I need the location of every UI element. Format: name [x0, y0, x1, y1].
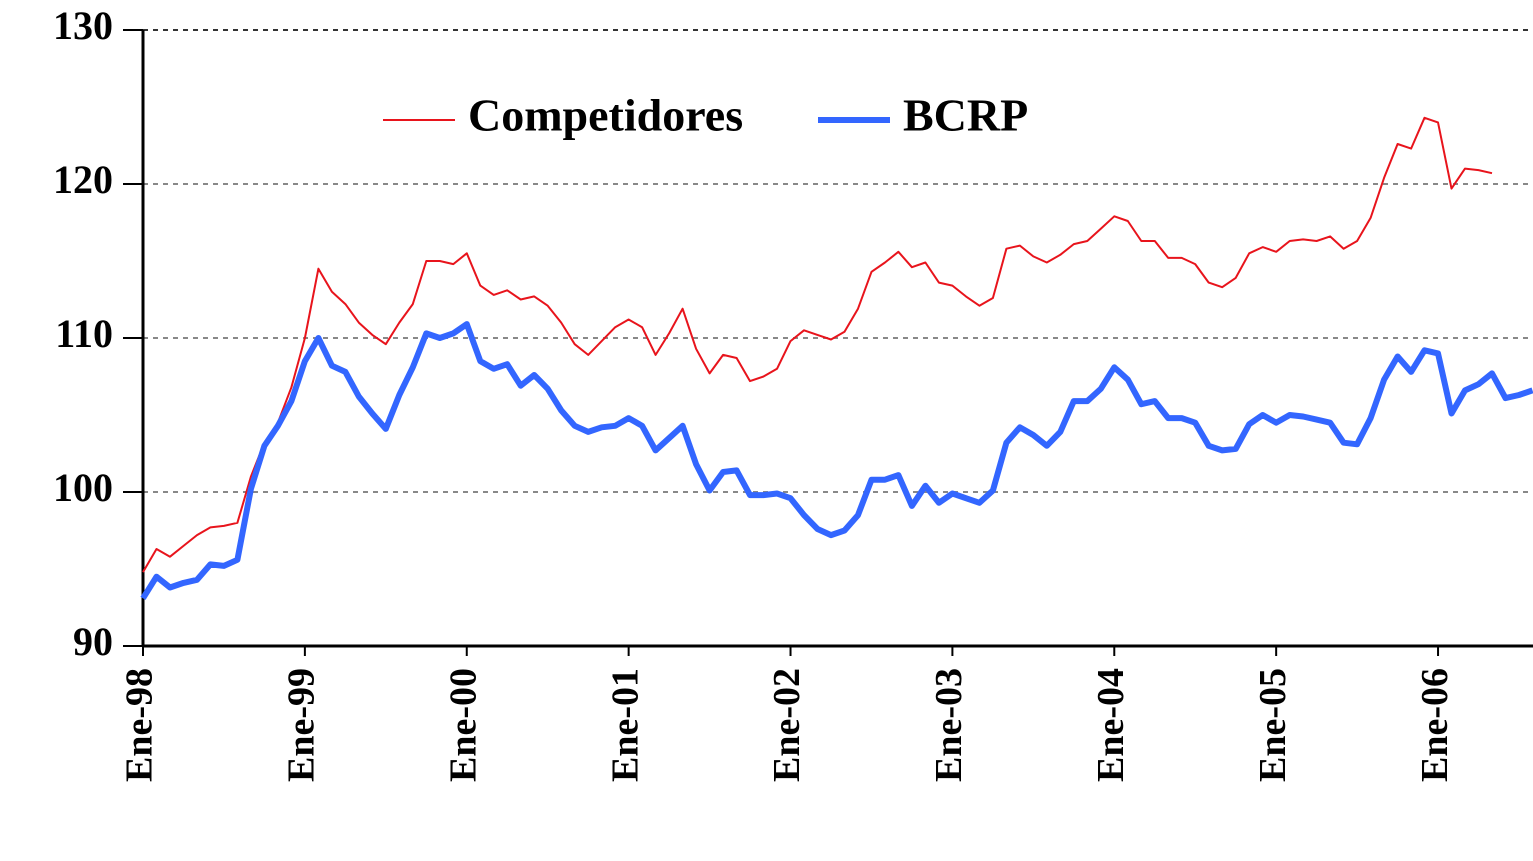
y-tick-label: 120: [53, 157, 113, 202]
x-tick-label: Ene-02: [766, 668, 808, 782]
legend-label: Competidores: [468, 90, 743, 141]
series-line: [140, 321, 1533, 600]
y-tick-label: 110: [55, 311, 113, 356]
x-tick-label: Ene-98: [119, 668, 161, 782]
x-tick-label: Ene-03: [928, 668, 970, 782]
x-tick-label: Ene-04: [1090, 668, 1132, 782]
x-tick-label: Ene-06: [1414, 668, 1456, 782]
x-tick-label: Ene-05: [1252, 668, 1294, 782]
x-tick-label: Ene-99: [281, 668, 323, 782]
x-tick-label: Ene-00: [442, 668, 484, 782]
y-tick-label: 100: [53, 465, 113, 510]
legend-label: BCRP: [903, 90, 1028, 141]
x-tick-label: Ene-01: [604, 668, 646, 782]
y-tick-label: 90: [73, 619, 113, 664]
series-line: [142, 116, 1493, 573]
y-tick-label: 130: [53, 3, 113, 48]
